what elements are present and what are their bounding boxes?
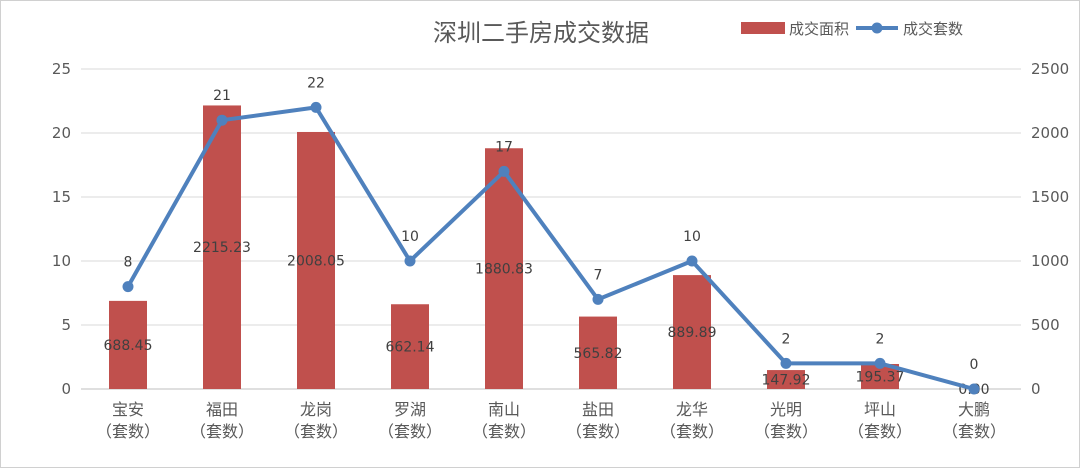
bar-data-label: 688.45 [104,338,153,354]
line-point [498,165,510,177]
category-sublabel: （套数） [472,422,536,441]
category-sublabel: （套数） [566,422,630,441]
line-data-label: 0 [970,357,979,373]
left-tick-label: 15 [52,188,71,206]
line-point [968,383,980,395]
category-sublabel: （套数） [284,422,348,441]
right-tick-label: 0 [1031,380,1041,398]
line-point [874,357,886,369]
category-label: 宝安 [112,400,144,419]
bar-data-label: 2008.05 [287,253,345,269]
bar [767,370,805,389]
bar-data-label: 147.92 [762,373,811,389]
series-line [126,105,975,391]
bar [579,316,617,389]
right-tick-label: 500 [1031,316,1060,334]
category-sublabel: （套数） [378,422,442,441]
bar-data-label: 565.82 [574,346,623,362]
legend-line-marker [871,22,883,34]
line-point [216,114,228,126]
right-axis: 0 500 1000 1500 2000 2500 [1031,60,1069,398]
bar-data-label: 2215.23 [193,240,251,256]
right-tick-label: 1000 [1031,252,1069,270]
bar [203,105,241,389]
left-tick-label: 0 [61,380,71,398]
category-label: 福田 [206,400,238,419]
line-data-label: 2 [876,331,885,347]
line-data-label: 22 [307,75,325,91]
line-data-label: 2 [782,331,791,347]
category-sublabel: （套数） [190,422,254,441]
left-tick-label: 10 [52,252,71,270]
legend-bar-label: 成交面积 [789,20,849,38]
bar-data-label: 1880.83 [475,262,533,278]
line-point [686,255,698,267]
category-label: 光明 [770,400,802,419]
right-tick-label: 1500 [1031,188,1069,206]
category-axis: 宝安 （套数） 福田 （套数） 龙岗 （套数） 罗湖 （套数） 南山 （套数） 盐田 （套数） 龙华 （套… [96,400,1006,441]
category-label: 坪山 [864,400,896,419]
category-label: 龙华 [676,400,708,419]
bar [673,275,711,389]
category-sublabel: （套数） [96,422,160,441]
bar [391,304,429,389]
line-point [310,101,322,113]
legend-line-label: 成交套数 [903,20,963,38]
line-data-label: 8 [124,255,133,271]
bar [297,131,335,389]
line-data-label: 7 [594,267,603,283]
category-label: 龙岗 [300,400,332,419]
right-tick-label: 2000 [1031,124,1069,142]
category-label: 盐田 [582,400,614,419]
legend: 成交面积 成交套数 [741,20,963,38]
line-data-label: 17 [495,139,513,155]
left-tick-label: 20 [52,124,71,142]
category-label: 大鹏 [958,400,990,419]
left-tick-label: 25 [52,60,71,78]
category-label: 罗湖 [394,400,426,419]
category-sublabel: （套数） [942,422,1006,441]
line-point [592,293,604,305]
category-sublabel: （套数） [754,422,818,441]
left-axis: 0 5 10 15 20 25 [52,60,71,398]
line-data-label: 10 [683,229,701,245]
line-point [122,281,134,293]
right-tick-label: 2500 [1031,60,1069,78]
line-point [404,255,416,267]
bar [109,300,147,389]
bar-series: 688.45 2215.23 2008.05 662.14 1880.83 565.82 8… [104,105,990,398]
bar-data-label: 195.37 [856,369,905,385]
line-data-label: 21 [213,88,231,104]
legend-bar-swatch [741,22,785,34]
bar-data-label: 662.14 [386,340,435,356]
category-sublabel: （套数） [848,422,912,441]
line-data-label: 10 [401,229,419,245]
category-label: 南山 [488,400,520,419]
category-sublabel: （套数） [660,422,724,441]
chart-title: 深圳二手房成交数据 [433,19,649,47]
left-tick-label: 5 [61,316,71,334]
bar-data-label: 889.89 [668,325,717,341]
line-point [780,357,792,369]
